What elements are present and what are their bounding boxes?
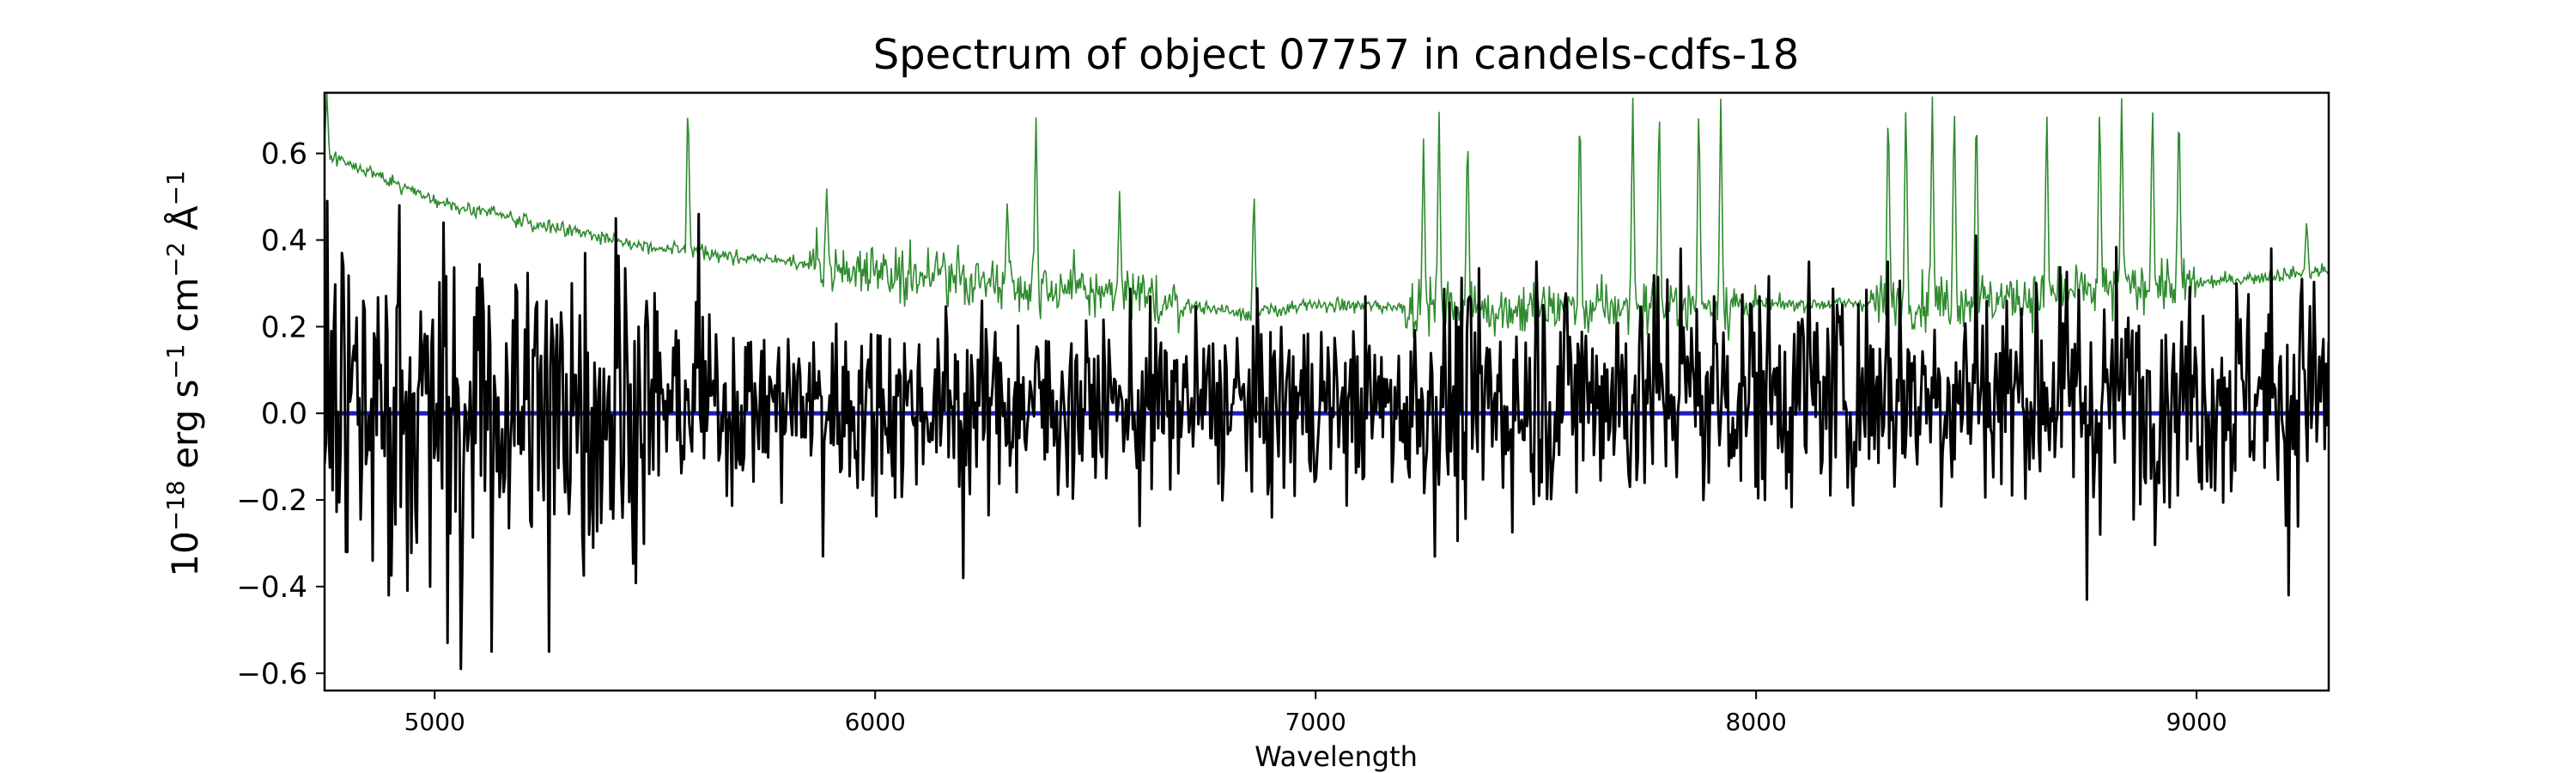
axes: 5000 6000 7000 8000 9000 −0.6 −0.4 −0.2 0.0 0.2 0.… — [236, 91, 2330, 736]
x-tick-label: 8000 — [1726, 708, 1787, 736]
y-tick-label: 0.2 — [261, 310, 307, 344]
plot-frame — [323, 91, 2330, 692]
y-tick-label: −0.2 — [236, 484, 307, 518]
y-tick-label: 0.6 — [261, 137, 307, 172]
y-tick-label: −0.4 — [236, 570, 307, 605]
chart-title: Spectrum of object 07757 in candels-cdfs… — [873, 31, 1800, 79]
x-tick-label: 5000 — [404, 708, 465, 736]
y-tick-label: 0.4 — [261, 223, 307, 258]
flux-spectrum-line — [325, 199, 2329, 671]
x-tick-label: 7000 — [1285, 708, 1346, 736]
error-spectrum-line — [325, 93, 2329, 341]
y-tick-label: −0.6 — [236, 657, 307, 691]
x-tick-label: 9000 — [2166, 708, 2227, 736]
x-tick-label: 6000 — [845, 708, 906, 736]
y-tick-label: 0.0 — [261, 397, 307, 431]
y-axis-label: 10−18 erg s−1 cm−2 Å−1 — [161, 170, 206, 576]
plot-area — [325, 93, 2329, 671]
x-axis-label: Wavelength — [1255, 740, 1418, 773]
